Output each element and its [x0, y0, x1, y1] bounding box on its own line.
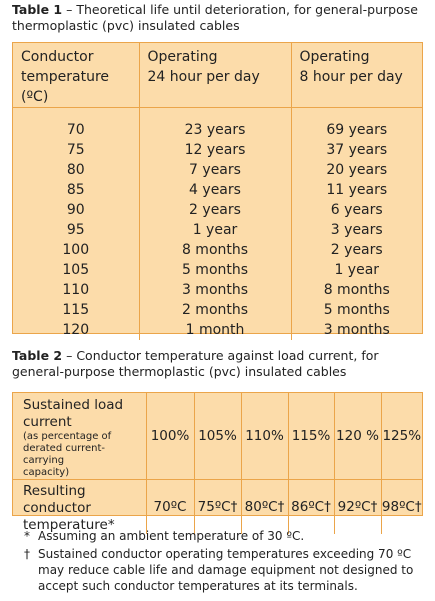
cell: 69 years [290, 107, 422, 140]
row: Sustained load current (as percentage of … [13, 393, 422, 480]
table: Conductor temperature (ºC) Operating 24 … [13, 43, 422, 340]
row: 120 1 month 3 months [13, 320, 422, 340]
cell: 5 months [138, 260, 291, 280]
cell: 2 months [138, 300, 291, 320]
cell: 3 months [290, 320, 422, 340]
row: 115 2 months 5 months [13, 300, 422, 320]
cell: 120 % [333, 393, 382, 480]
row: 85 4 years 11 years [13, 180, 422, 200]
cell: 8 months [290, 280, 422, 300]
cell: 115% [287, 393, 335, 480]
cell: 75 [66, 142, 85, 158]
header-cell: Operating 8 hour per day [290, 43, 422, 108]
footnote: * Assuming an ambient temperature of 30 º… [24, 528, 424, 544]
footnote: † Sustained conductor operating temperatu… [24, 546, 424, 594]
cell: 2 years [290, 240, 422, 260]
cell: 1 month [138, 320, 291, 340]
cell: 110% [240, 393, 289, 480]
row: 75 12 years 37 years [13, 140, 422, 160]
row: 90 2 years 6 years [13, 200, 422, 220]
footnote-text: Sustained conductor operating temperatur… [38, 547, 414, 593]
cell: 120 [62, 322, 90, 338]
cell: 90 [66, 202, 85, 218]
cell: 3 months [138, 280, 291, 300]
table-1: Conductor temperature (ºC) Operating 24 … [12, 42, 423, 340]
cell: 8 months [138, 240, 291, 260]
cell: 105 [62, 262, 90, 278]
row-header: Resulting conductor temperature* [13, 479, 147, 534]
cell: 95 [66, 222, 85, 238]
cell: 70ºC [145, 479, 195, 534]
cell: 85 [66, 182, 85, 198]
cell: 98ºC† [380, 479, 422, 534]
cell: 80 [66, 162, 85, 178]
cell: 4 years [138, 180, 291, 200]
caption-label: Table 2 [12, 348, 63, 363]
header-row: Conductor temperature (ºC) Operating 24 … [13, 43, 422, 108]
cell: 100% [145, 393, 195, 480]
row: Resulting conductor temperature* 70ºC 75º… [13, 479, 422, 534]
cell: 100 [62, 242, 90, 258]
table-2: Sustained load current (as percentage of … [12, 392, 423, 534]
table-1-caption: Table 1 – Theoretical life until deterio… [12, 2, 427, 34]
cell: 11 years [290, 180, 422, 200]
row: 80 7 years 20 years [13, 160, 422, 180]
cell: 1 year [290, 260, 422, 280]
cell: 3 years [290, 220, 422, 240]
header-cell: Operating 24 hour per day [138, 43, 291, 108]
cell: 7 years [138, 160, 291, 180]
table: Sustained load current (as percentage of … [13, 393, 422, 534]
row-header-text: Sustained load current [23, 397, 124, 430]
row: 105 5 months 1 year [13, 260, 422, 280]
caption-text: – Conductor temperature against load cur… [12, 348, 379, 379]
cell: 75ºC† [193, 479, 242, 534]
footnote-marker: † [24, 547, 30, 561]
row: 70 23 years 69 years [13, 107, 422, 140]
cell: 115 [62, 302, 90, 318]
cell: 23 years [138, 107, 291, 140]
cell: 125% [380, 393, 422, 480]
table-2-caption: Table 2 – Conductor temperature against … [12, 348, 427, 380]
cell: 86ºC† [287, 479, 335, 534]
cell: 92ºC† [333, 479, 382, 534]
footnote-marker: * [24, 529, 30, 543]
row-header: Sustained load current (as percentage of … [13, 393, 147, 480]
row: 95 1 year 3 years [13, 220, 422, 240]
row: 100 8 months 2 years [13, 240, 422, 260]
cell: 80ºC† [240, 479, 289, 534]
caption-text: – Theoretical life until deterioration, … [12, 2, 418, 33]
cell: 105% [193, 393, 242, 480]
cell: 20 years [290, 160, 422, 180]
cell: 37 years [290, 140, 422, 160]
row-header-note: (as percentage of derated current-carryi… [23, 431, 112, 478]
footnote-text: Assuming an ambient temperature of 30 ºC… [38, 529, 305, 543]
cell: 1 year [138, 220, 291, 240]
cell: 5 months [290, 300, 422, 320]
header-cell: Conductor temperature (ºC) [13, 43, 139, 108]
cell: 12 years [138, 140, 291, 160]
cell: 110 [62, 282, 90, 298]
caption-label: Table 1 [12, 2, 63, 17]
cell: 6 years [290, 200, 422, 220]
row: 110 3 months 8 months [13, 280, 422, 300]
cell: 2 years [138, 200, 291, 220]
cell: 70 [66, 122, 85, 138]
